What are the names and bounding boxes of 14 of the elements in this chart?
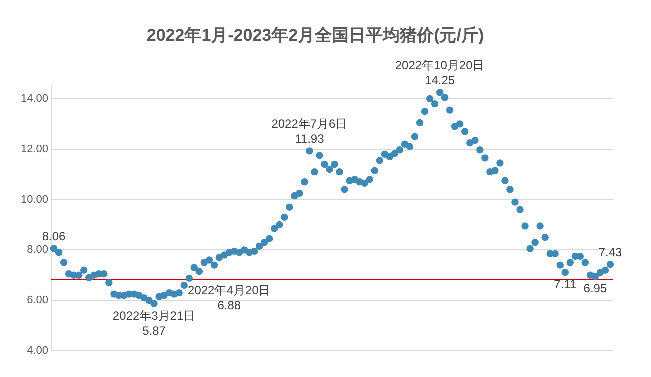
annotation: 7.11 (554, 278, 577, 292)
y-tick-label: 8.00 (27, 244, 49, 256)
annotation: 8.06 (42, 230, 66, 244)
y-tick-label: 14.00 (20, 93, 49, 106)
annotation: 2022年7月6日 11.93 (272, 117, 348, 146)
annotation: 2022年10月20日 14.25 (395, 58, 485, 88)
y-tick-label: 10.00 (20, 194, 49, 206)
annotation: 7.43 (598, 246, 622, 260)
y-tick-label: 4.00 (27, 345, 49, 358)
y-tick-label: 12.00 (20, 143, 49, 156)
annotation: 6.95 (584, 282, 608, 296)
annotation: 2022年3月21日 5.87 (112, 308, 196, 338)
chart-title: 2022年1月-2023年2月全国日平均猪价(元/斤) (146, 26, 484, 45)
y-tick-label: 6.00 (27, 294, 49, 307)
